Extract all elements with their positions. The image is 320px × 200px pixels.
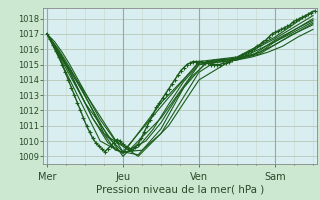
X-axis label: Pression niveau de la mer( hPa ): Pression niveau de la mer( hPa ) [96, 184, 264, 194]
